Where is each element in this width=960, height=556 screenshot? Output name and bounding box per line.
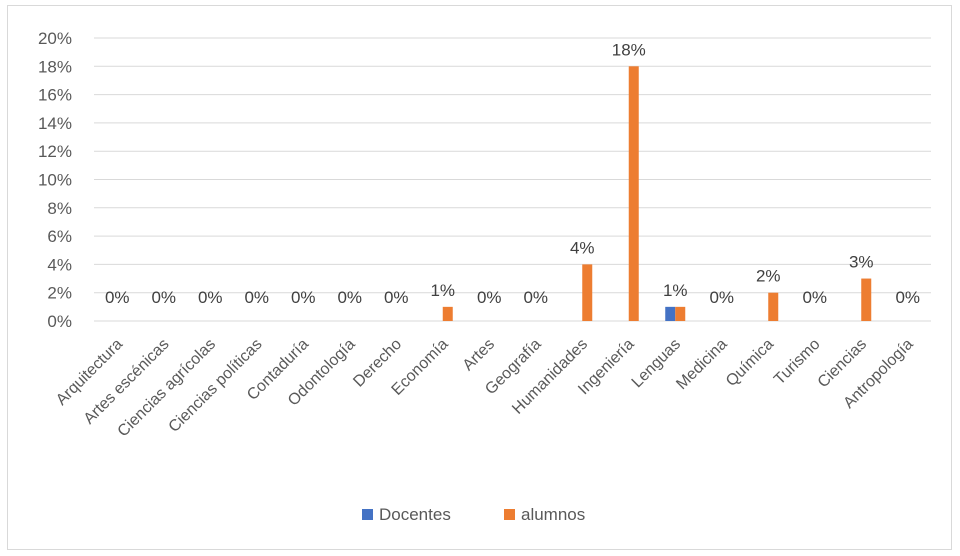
bar-docentes [665,306,676,321]
legend-swatch-docentes [362,509,373,520]
y-tick-label: 12% [38,142,72,161]
y-tick-label: 14% [38,114,72,133]
data-label: 1% [663,281,688,300]
y-tick-label: 16% [38,86,72,105]
legend-label-docentes: Docentes [379,505,451,524]
data-label: 18% [612,40,646,59]
y-tick-label: 20% [38,29,72,48]
data-label: 1% [430,281,455,300]
data-label: 0% [709,288,734,307]
data-label: 0% [244,288,269,307]
bar-alumnos [675,306,686,321]
bar-alumnos [628,66,639,321]
y-tick-label: 4% [47,255,72,274]
bar-alumnos [582,264,593,321]
data-label: 0% [105,288,130,307]
bar-alumnos [442,306,453,321]
data-label: 4% [570,238,595,257]
data-label: 0% [151,288,176,307]
data-label: 0% [384,288,409,307]
legend-label-alumnos: alumnos [521,505,585,524]
y-tick-label: 0% [47,312,72,331]
data-label: 0% [895,288,920,307]
x-tick-label: Medicina [673,336,730,393]
data-label: 0% [477,288,502,307]
chart-frame [7,5,952,550]
x-tick-label: Química [723,336,777,390]
data-label: 0% [523,288,548,307]
x-tick-label: Artes [460,336,498,374]
y-tick-label: 10% [38,171,72,190]
legend-swatch-alumnos [504,509,515,520]
x-tick-label: Artes escénicas [81,336,173,428]
data-label: 0% [802,288,827,307]
data-label: 0% [198,288,223,307]
y-tick-label: 8% [47,199,72,218]
y-tick-label: 18% [38,57,72,76]
data-label: 0% [337,288,362,307]
y-tick-label: 6% [47,227,72,246]
data-label: 2% [756,267,781,286]
y-tick-label: 2% [47,284,72,303]
data-label: 3% [849,253,874,272]
bar-alumnos [861,278,872,321]
data-label: 0% [291,288,316,307]
bar-alumnos [768,292,779,321]
